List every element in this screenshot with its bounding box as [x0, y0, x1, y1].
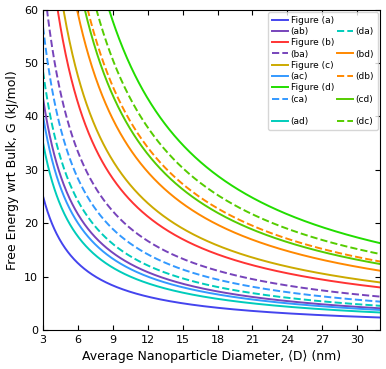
X-axis label: Average Nanoparticle Diameter, ⟨D⟩ (nm): Average Nanoparticle Diameter, ⟨D⟩ (nm) [82, 351, 341, 363]
Y-axis label: Free Energy wrt Bulk, G (kJ/mol): Free Energy wrt Bulk, G (kJ/mol) [5, 70, 19, 270]
Legend: Figure (a), (ab), Figure (b), (ba), Figure (c), (ac), Figure (d), (ca), , (ad), : Figure (a), (ab), Figure (b), (ba), Figu… [268, 12, 378, 130]
